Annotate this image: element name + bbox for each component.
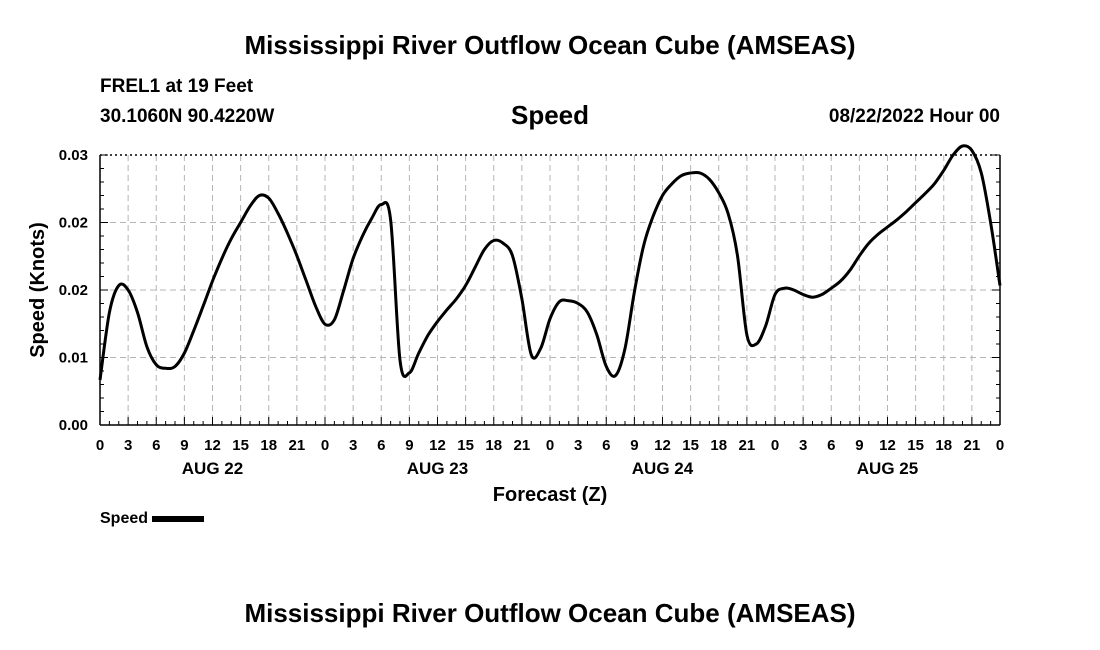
x-tick-label: 9 [405, 437, 413, 454]
x-tick-label: 0 [996, 437, 1004, 454]
x-tick-label: 3 [349, 437, 357, 454]
x-tick-label: 15 [457, 437, 474, 454]
x-tick-label: 15 [907, 437, 924, 454]
y-tick-label: 0.00 [59, 417, 88, 434]
day-label: AUG 24 [632, 459, 694, 478]
x-tick-label: 0 [546, 437, 554, 454]
station-name: FREL1 at 19 Feet [100, 76, 254, 97]
x-tick-label: 18 [260, 437, 277, 454]
x-tick-label: 9 [855, 437, 863, 454]
series-layer [98, 144, 1002, 381]
y-tick-label: 0.02 [59, 215, 88, 232]
speed-series-line [98, 144, 1002, 381]
forecast-time: 08/22/2022 Hour 00 [828, 106, 1000, 127]
chart-heading: Speed [510, 100, 590, 130]
x-tick-label: 0 [321, 437, 329, 454]
legend: Speed [100, 510, 205, 528]
y-tick-label: 0.01 [59, 350, 88, 367]
x-tick-label: 15 [232, 437, 249, 454]
x-tick-label: 6 [602, 437, 610, 454]
y-tick-label: 0.03 [59, 147, 88, 164]
x-tick-label: 12 [204, 437, 221, 454]
x-tick-label: 12 [654, 437, 671, 454]
station-coordinates: 30.1060N 90.4220W [100, 106, 275, 127]
x-tick-label: 3 [799, 437, 807, 454]
day-label: AUG 22 [182, 459, 243, 478]
x-tick-label: 12 [879, 437, 896, 454]
x-tick-label: 9 [630, 437, 638, 454]
x-tick-label: 18 [485, 437, 502, 454]
y-axis-title: Speed (Knots) [27, 222, 49, 358]
x-tick-label: 12 [429, 437, 446, 454]
x-tick-label: 0 [771, 437, 779, 454]
x-tick-label: 6 [152, 437, 160, 454]
x-tick-label: 6 [827, 437, 835, 454]
x-tick-label: 15 [682, 437, 699, 454]
x-tick-label: 9 [180, 437, 188, 454]
y-tick-label: 0.02 [59, 282, 88, 299]
x-tick-label: 6 [377, 437, 385, 454]
x-axis-title: Forecast (Z) [493, 484, 607, 506]
day-label: AUG 25 [857, 459, 918, 478]
footer-title: Mississippi River Outflow Ocean Cube (AM… [244, 598, 856, 628]
legend-swatch [152, 516, 205, 522]
x-tick-label: 18 [935, 437, 952, 454]
x-tick-label: 3 [124, 437, 132, 454]
x-tick-label: 3 [574, 437, 582, 454]
grid-lines [100, 155, 1000, 425]
day-label: AUG 23 [407, 459, 468, 478]
x-tick-label: 21 [964, 437, 981, 454]
legend-label: Speed [100, 510, 149, 527]
x-tick-label: 21 [739, 437, 756, 454]
x-tick-label: 21 [289, 437, 306, 454]
x-tick-label: 21 [514, 437, 531, 454]
x-tick-label: 18 [710, 437, 727, 454]
x-tick-label: 0 [96, 437, 104, 454]
chart-title: Mississippi River Outflow Ocean Cube (AM… [244, 30, 856, 60]
axis-labels: 0 3 6 9 12 15 18 21 0 3 6 9 12 15 18 21 0 3 6 9 12 15 18 21 0 3 6 9… [27, 147, 1004, 506]
